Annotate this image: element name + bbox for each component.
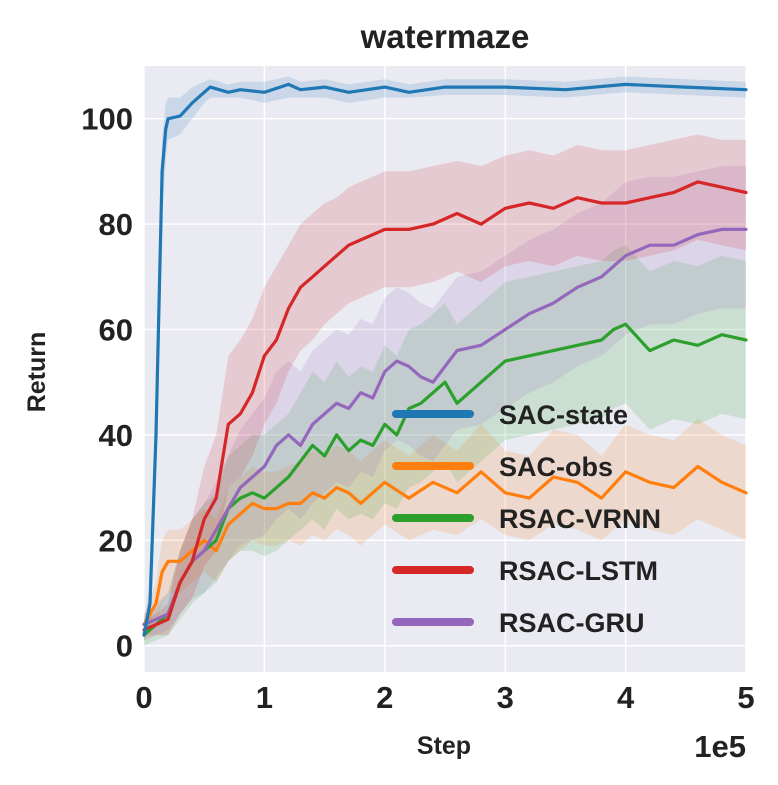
legend-item: SAC-obs bbox=[392, 452, 613, 482]
legend-label: RSAC-VRNN bbox=[499, 504, 661, 534]
y-tick-label: 40 bbox=[99, 418, 133, 453]
x-axis-label: Step bbox=[417, 732, 471, 760]
y-tick-label: 100 bbox=[81, 102, 133, 137]
x-tick-label: 2 bbox=[376, 680, 393, 715]
band-rsac-vrnn bbox=[144, 245, 746, 646]
legend-item: RSAC-VRNN bbox=[392, 504, 661, 534]
x-tick-label: 1 bbox=[256, 680, 273, 715]
band-sac-obs bbox=[144, 419, 746, 636]
band-rsac-gru bbox=[144, 166, 746, 636]
series-line-rsac-gru bbox=[142, 227, 748, 627]
tick-labels: 0 1 2 3 4 5 0 20 40 60 80 100 bbox=[81, 102, 754, 715]
legend-label: SAC-obs bbox=[499, 452, 613, 482]
legend-item: RSAC-LSTM bbox=[392, 556, 658, 586]
y-tick-label: 0 bbox=[116, 629, 133, 664]
y-axis-label: Return bbox=[23, 332, 51, 413]
x-tick-label: 5 bbox=[737, 680, 754, 715]
x-tick-label: 3 bbox=[497, 680, 514, 715]
legend: SAC-state SAC-obs RSAC-VRNN RSAC-LSTM RSAC-G… bbox=[392, 400, 661, 638]
series-line-sac-obs bbox=[142, 464, 748, 627]
x-tick-label: 4 bbox=[617, 680, 635, 715]
legend-label: SAC-state bbox=[499, 400, 628, 430]
confidence-bands bbox=[144, 76, 746, 646]
series-line-sac-state bbox=[142, 82, 748, 637]
x-tick-label: 0 bbox=[135, 680, 152, 715]
legend-item: RSAC-GRU bbox=[392, 608, 645, 638]
grid bbox=[143, 66, 747, 672]
x-offset-label: 1e5 bbox=[694, 729, 746, 764]
band-rsac-lstm bbox=[144, 134, 746, 641]
chart-title: watermaze bbox=[360, 18, 530, 55]
legend-item: SAC-state bbox=[392, 400, 628, 430]
legend-label: RSAC-LSTM bbox=[499, 556, 658, 586]
y-tick-label: 60 bbox=[99, 312, 133, 347]
y-tick-label: 20 bbox=[99, 523, 133, 558]
y-tick-label: 80 bbox=[99, 207, 133, 242]
series-lines bbox=[142, 82, 748, 637]
legend-label: RSAC-GRU bbox=[499, 608, 645, 638]
series-line-rsac-lstm bbox=[142, 180, 748, 632]
